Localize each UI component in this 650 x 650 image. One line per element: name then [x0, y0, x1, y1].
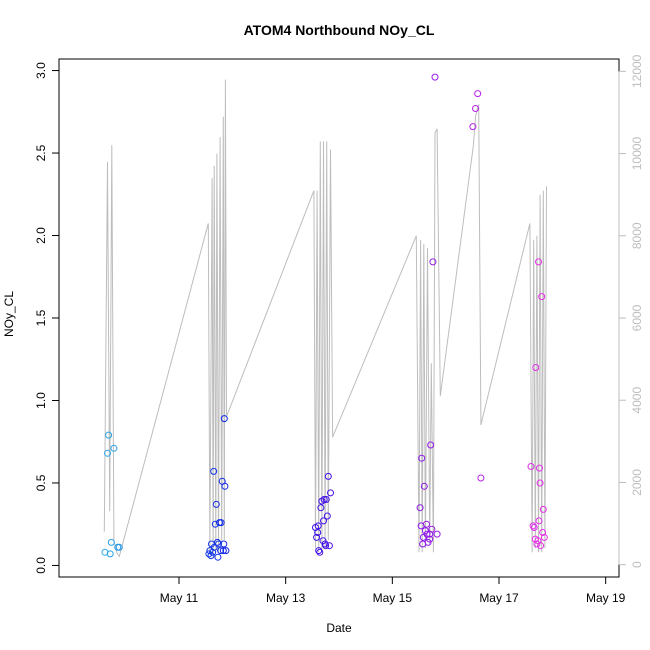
x-tick-label: May 11: [160, 591, 199, 605]
y2-tick-label: 0: [630, 561, 644, 568]
data-point: [323, 512, 331, 520]
scatter-points: [101, 73, 548, 561]
data-point: [219, 547, 227, 555]
data-point: [533, 540, 541, 548]
data-point: [214, 553, 222, 561]
data-point: [318, 497, 326, 505]
data-point: [423, 520, 430, 528]
y-tick-label: 1.0: [34, 392, 48, 409]
data-point: [539, 505, 547, 513]
y-tick-label: 2.0: [34, 227, 48, 244]
data-point: [222, 547, 230, 555]
data-point: [110, 444, 118, 452]
data-point: [205, 550, 213, 558]
data-point: [536, 479, 544, 487]
data-point: [220, 540, 228, 548]
data-point: [532, 364, 540, 371]
chart-title: ATOM4 Northbound NOy_CL: [244, 22, 435, 38]
data-point: [535, 258, 542, 266]
data-point: [322, 496, 330, 503]
x-axis: May 11 May 13 May 15 May 17 May 19: [160, 576, 626, 605]
data-point: [217, 519, 225, 527]
data-point: [213, 538, 221, 546]
y-axis: 0.0 0.5 1.0 1.5 2.0 2.5 3.0: [34, 62, 60, 574]
x-tick-label: May 19: [586, 591, 626, 605]
data-point: [115, 543, 123, 551]
y2-tick-label: 12000: [630, 54, 644, 88]
data-point: [315, 547, 323, 555]
data-point: [529, 522, 537, 530]
data-point: [106, 550, 114, 558]
y-axis-label: NOy_CL: [2, 291, 16, 337]
data-point: [416, 504, 424, 512]
data-point: [107, 538, 115, 546]
data-point: [212, 500, 220, 508]
y-tick-label: 2.5: [34, 144, 48, 161]
y2-tick-label: 10000: [630, 137, 644, 171]
data-point: [530, 524, 538, 531]
data-point: [527, 463, 535, 470]
data-point: [427, 441, 435, 449]
data-point: [316, 548, 324, 556]
y2-tick-label: 4000: [630, 387, 644, 414]
data-point: [537, 542, 545, 550]
data-point: [320, 517, 327, 525]
y-tick-label: 3.0: [34, 62, 48, 79]
data-point: [540, 533, 548, 541]
y2-tick-label: 8000: [630, 222, 644, 249]
series-line-path: [103, 79, 547, 558]
y2-tick-label: 6000: [630, 304, 644, 331]
data-point: [469, 123, 477, 131]
data-point: [431, 73, 439, 81]
data-point: [429, 258, 437, 266]
data-point: [210, 543, 218, 551]
data-point: [433, 530, 441, 538]
data-point: [536, 464, 543, 472]
data-point: [314, 529, 322, 536]
data-point: [424, 538, 432, 546]
data-point: [313, 533, 321, 541]
data-point: [418, 454, 426, 462]
y2-axis: 0 2000 4000 6000 8000 10000 12000: [618, 54, 644, 568]
data-point: [472, 105, 479, 112]
data-point: [210, 467, 218, 475]
y-tick-label: 0.5: [34, 474, 48, 491]
data-point: [421, 527, 429, 535]
data-point: [207, 552, 215, 560]
y-tick-label: 1.5: [34, 309, 48, 326]
data-point: [325, 542, 333, 550]
data-point: [538, 293, 546, 301]
x-tick-label: May 17: [479, 591, 519, 605]
data-point: [320, 496, 328, 503]
data-point: [217, 547, 225, 555]
data-point: [477, 474, 485, 482]
data-point: [215, 540, 222, 548]
x-tick-label: May 13: [266, 591, 306, 605]
data-point: [322, 542, 330, 550]
secondary-series-line: [103, 79, 547, 558]
data-point: [220, 415, 228, 423]
data-point: [535, 517, 543, 525]
data-point: [428, 525, 436, 533]
x-axis-label: Date: [326, 621, 352, 635]
data-point: [317, 504, 325, 512]
data-point: [327, 489, 334, 497]
y-tick-label: 0.0: [34, 557, 48, 574]
data-point: [209, 548, 217, 556]
y2-tick-label: 2000: [630, 469, 644, 496]
data-point: [420, 482, 428, 490]
data-point: [314, 522, 322, 530]
data-point: [324, 472, 332, 480]
data-point: [474, 90, 482, 98]
data-point: [539, 529, 547, 536]
data-point: [426, 535, 434, 543]
data-point: [221, 482, 229, 490]
x-tick-label: May 15: [373, 591, 413, 605]
data-point: [105, 431, 113, 439]
data-point: [104, 449, 111, 457]
